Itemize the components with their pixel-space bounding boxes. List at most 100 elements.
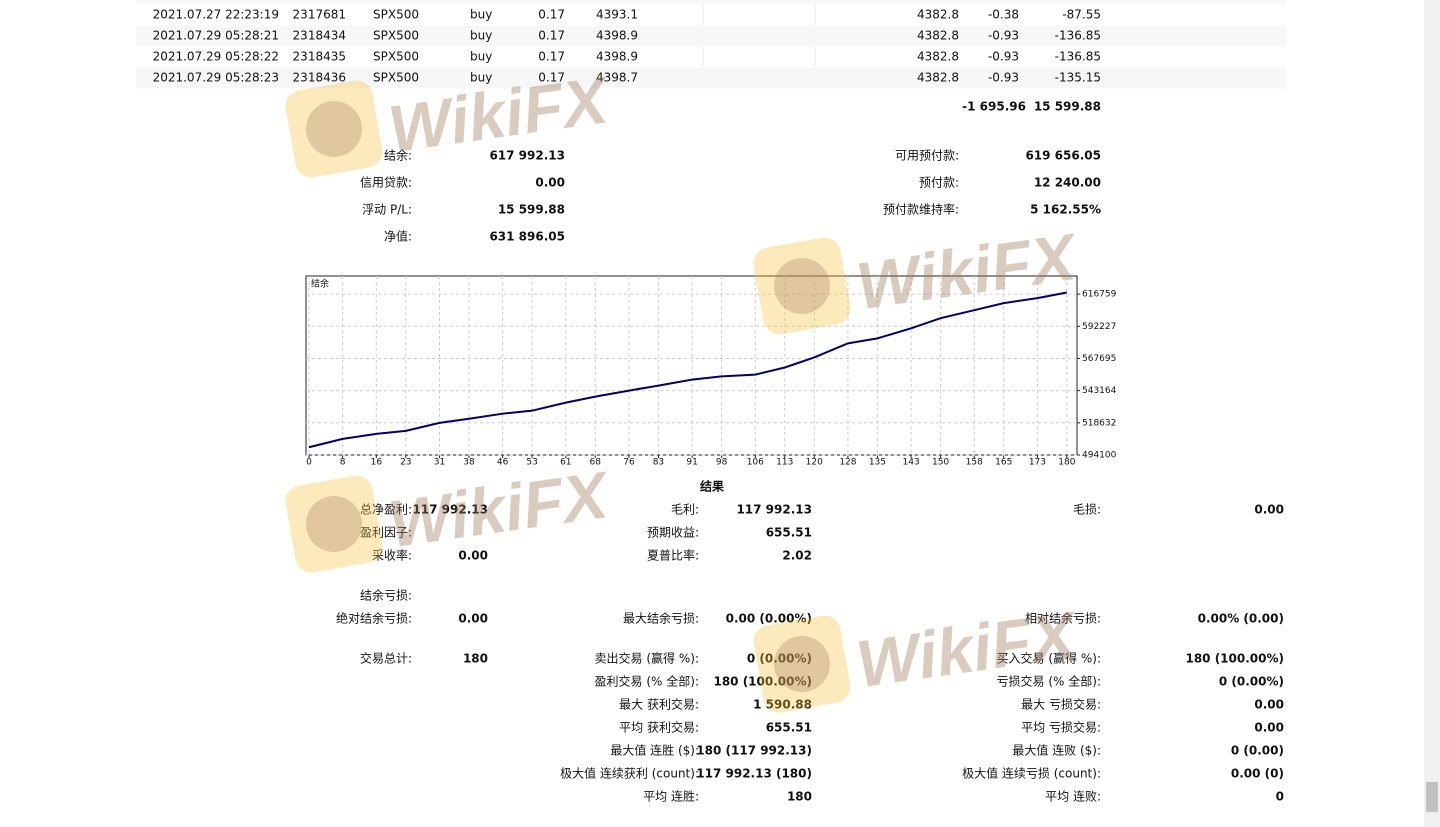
x-tick-label: 38 <box>463 458 475 468</box>
plot-area <box>305 275 1078 456</box>
watermark-icon <box>306 101 362 157</box>
cell: 2318434 <box>293 29 346 43</box>
watermark-icon <box>285 475 383 573</box>
cell: -136.85 <box>1055 29 1101 43</box>
cell: 4398.9 <box>596 29 638 43</box>
summary-label: 结余: <box>384 148 412 163</box>
cell: -0.93 <box>988 29 1019 43</box>
total: 15 599.88 <box>1034 100 1101 114</box>
result-label: 最大结余亏损: <box>623 611 699 626</box>
cell: 0.17 <box>538 50 565 64</box>
x-tick-label: 128 <box>839 458 856 468</box>
cell: 2317681 <box>293 8 346 22</box>
row-bg <box>136 67 1286 89</box>
cell: SPX500 <box>373 50 419 64</box>
result-value: 180 <box>463 652 488 666</box>
result-value: 655.51 <box>766 526 812 540</box>
watermark-icon <box>306 496 362 552</box>
summary-label: 预付款维持率: <box>883 202 959 217</box>
result-label: 卖出交易 (赢得 %): <box>595 651 699 666</box>
result-value: 0 (0.00%) <box>1219 675 1284 689</box>
watermark: WikiFX <box>384 457 616 561</box>
summary-value: 631 896.05 <box>489 230 565 244</box>
result-label: 极大值 连续获利 (count): <box>560 766 699 781</box>
x-tick-label: 91 <box>686 458 697 468</box>
y-tick-label: 518632 <box>1082 418 1116 428</box>
summary-value: 5 162.55% <box>1030 203 1101 217</box>
result-value: 0.00 <box>1254 698 1284 712</box>
result-value: 117 992.13 <box>412 503 488 517</box>
summary-value: 619 656.05 <box>1025 149 1101 163</box>
result-label: 亏损交易 (% 全部): <box>997 674 1101 689</box>
result-label: 结余亏损: <box>360 588 412 603</box>
result-value: 0.00 (0.00%) <box>726 612 812 626</box>
cell: buy <box>470 29 492 43</box>
y-tick-label: 494100 <box>1082 451 1117 461</box>
cell: buy <box>470 50 492 64</box>
x-tick-label: 8 <box>340 458 346 468</box>
result-value: 0 (0.00%) <box>747 652 812 666</box>
cell: -0.93 <box>988 50 1019 64</box>
x-tick-label: 158 <box>966 458 983 468</box>
cell: -87.55 <box>1062 8 1101 22</box>
balance-line <box>308 291 1068 449</box>
result-value: 180 (100.00%) <box>1185 652 1284 666</box>
cell: 4398.9 <box>596 50 638 64</box>
result-label: 最大值 连败 ($): <box>1012 743 1101 758</box>
result-value: 0 (0.00) <box>1231 744 1284 758</box>
y-tick-label: 616759 <box>1082 290 1117 300</box>
watermark-icon <box>774 636 830 692</box>
x-tick-label: 150 <box>932 458 949 468</box>
x-tick-label: 16 <box>371 458 383 468</box>
cell: 4382.8 <box>917 71 959 85</box>
cell: 2318436 <box>293 71 346 85</box>
cell: 2318435 <box>293 50 346 64</box>
cell: 2021.07.29 05:28:23 <box>153 71 279 85</box>
result-value: 0.00 <box>458 549 488 563</box>
summary-value: 0.00 <box>535 176 565 190</box>
result-label: 平均 连胜: <box>643 789 699 804</box>
cell: -135.15 <box>1055 71 1101 85</box>
x-tick-label: 98 <box>716 458 728 468</box>
cell: buy <box>470 71 492 85</box>
x-tick-label: 106 <box>747 458 764 468</box>
cell: 4398.7 <box>596 71 638 85</box>
result-label: 买入交易 (赢得 %): <box>997 651 1101 666</box>
result-value: 0.00 <box>1254 503 1284 517</box>
result-label: 采收率: <box>372 548 412 563</box>
result-value: 0.00 (0) <box>1231 767 1284 781</box>
result-label: 最大值 连胜 ($): <box>610 743 699 758</box>
cell: 4382.8 <box>917 29 959 43</box>
result-label: 盈利交易 (% 全部): <box>595 674 699 689</box>
cell: 2021.07.29 05:28:21 <box>153 29 279 43</box>
result-label: 最大 亏损交易: <box>1021 697 1101 712</box>
result-label: 绝对结余亏损: <box>336 611 412 626</box>
cell: 4382.8 <box>917 8 959 22</box>
result-value: 0.00 <box>458 612 488 626</box>
summary-label: 净值: <box>384 229 412 244</box>
result-value: 0 <box>1276 790 1284 804</box>
result-label: 毛利: <box>671 503 699 517</box>
cell: -0.93 <box>988 71 1019 85</box>
cell: 2021.07.27 22:23:19 <box>153 8 279 22</box>
cell: 2021.07.29 05:28:22 <box>153 50 279 64</box>
x-tick-label: 76 <box>623 458 635 468</box>
result-label: 平均 连败: <box>1045 789 1101 804</box>
result-value: 0.00 <box>1254 721 1284 735</box>
x-tick-label: 68 <box>590 458 602 468</box>
result-value: 117 992.13 <box>736 503 812 517</box>
cell: 4393.1 <box>596 8 638 22</box>
scrollbar[interactable] <box>1424 0 1440 827</box>
y-tick-label: 592227 <box>1082 322 1116 332</box>
result-value: 655.51 <box>766 721 812 735</box>
summary-label: 可用预付款: <box>895 149 959 163</box>
result-label: 平均 获利交易: <box>619 720 699 735</box>
result-label: 交易总计: <box>360 651 412 666</box>
result-value: 180 <box>787 790 812 804</box>
watermark-icon <box>753 237 851 335</box>
x-tick-label: 113 <box>776 458 793 468</box>
content: 2021.07.27 22:23:19 2317681 SPX500 buy 0.17 4… <box>136 8 1286 804</box>
x-tick-label: 143 <box>903 458 920 468</box>
scrollbar-thumb[interactable] <box>1426 782 1438 812</box>
